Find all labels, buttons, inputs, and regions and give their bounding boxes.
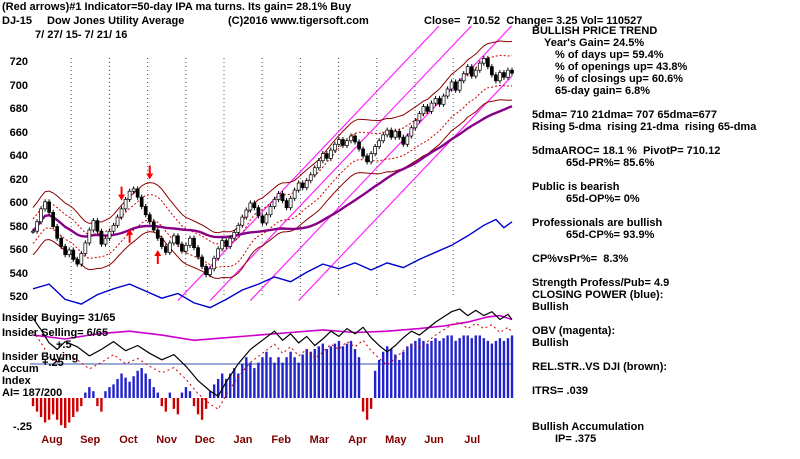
right-panel-line: ITRS= .039 bbox=[532, 385, 588, 397]
month-label: Nov bbox=[156, 434, 177, 446]
grid-label-plus-quarter: +.25 bbox=[42, 357, 64, 369]
price-axis-label: 660 bbox=[9, 126, 28, 139]
right-panel-line bbox=[532, 169, 798, 181]
month-label: Dec bbox=[194, 434, 215, 446]
right-panel-line: OBV (magenta): bbox=[532, 325, 616, 337]
right-panel-line: Rising 5-dma rising 21-dma rising 65-dma bbox=[532, 121, 757, 133]
right-panel-line bbox=[532, 241, 798, 253]
quote-summary: Close= 710.52 Change= 3.25 Vol= 110527 bbox=[424, 15, 643, 27]
right-panel-line: 65d-PR%= 85.6% bbox=[566, 157, 655, 169]
month-label: Jul bbox=[464, 434, 481, 446]
month-label: Apr bbox=[348, 434, 368, 446]
right-panel-line: % of closings up= 60.6% bbox=[555, 73, 684, 85]
month-label: Jan bbox=[233, 434, 253, 446]
right-panel-line: Bullish bbox=[532, 301, 569, 313]
grid-label-minus-quarter: -.25 bbox=[13, 421, 32, 433]
right-panel-line: 65-day gain= 6.8% bbox=[555, 85, 651, 97]
price-axis-label: 720 bbox=[9, 56, 28, 68]
right-panel-line: 65d-OP%= 0% bbox=[566, 193, 640, 205]
rel-str-dotted-ma bbox=[32, 321, 513, 410]
right-panel-line bbox=[532, 373, 798, 385]
month-label: Sep bbox=[80, 434, 101, 446]
copyright-note: (C)2016 www.tigersoft.com bbox=[228, 15, 369, 27]
month-gridlines bbox=[70, 58, 454, 298]
right-panel-line: CP%vsPr%= 8.3% bbox=[532, 253, 629, 265]
insider-selling-label: Insider Selling= 6/65 bbox=[2, 327, 109, 339]
right-panel-line: Year's Gain= 24.5% bbox=[544, 37, 645, 49]
price-axis-label: 580 bbox=[9, 220, 28, 233]
right-panel-line: 65d-CP%= 93.9% bbox=[566, 229, 655, 241]
ai-value-label: AI= 187/200 bbox=[2, 387, 63, 399]
right-panel-line bbox=[532, 397, 798, 409]
price-axis-label: 620 bbox=[9, 173, 28, 186]
price-axis-label: 520 bbox=[9, 291, 28, 303]
price-axis-label: 540 bbox=[9, 267, 28, 280]
right-panel-line bbox=[532, 205, 798, 217]
accum-histogram bbox=[31, 335, 514, 428]
65dma-line bbox=[32, 105, 513, 239]
right-panel-line: Professionals are bullish bbox=[532, 217, 663, 229]
right-panel-line: BULLISH PRICE TREND bbox=[532, 25, 658, 37]
right-panel-line bbox=[532, 313, 798, 325]
ticker-symbol: DJ-15 bbox=[2, 15, 32, 27]
right-panel-line: % of days up= 59.4% bbox=[555, 49, 664, 61]
price-axis-label: 600 bbox=[9, 197, 28, 209]
month-label: Aug bbox=[41, 434, 63, 446]
accum-index-title-1: Insider Buying bbox=[2, 351, 79, 363]
accum-index-title-3: Index bbox=[2, 375, 31, 387]
right-panel-line: Bullish bbox=[532, 337, 569, 349]
right-panel-line: 5dma= 710 21dma= 707 65dma=677 bbox=[532, 109, 717, 121]
price-candles bbox=[31, 55, 514, 278]
price-axis-label: 680 bbox=[9, 103, 28, 115]
right-panel-line bbox=[532, 265, 798, 277]
right-panel-line bbox=[532, 97, 798, 109]
buy-signal-arrow-icon bbox=[154, 250, 162, 264]
price-axis-label: 640 bbox=[9, 150, 28, 162]
closing-power-line bbox=[32, 218, 513, 309]
accum-index-title-2: Accum bbox=[2, 363, 39, 375]
trend-lines bbox=[177, 26, 513, 301]
sell-signal-arrow-icon bbox=[146, 165, 154, 180]
month-label: Jun bbox=[424, 434, 444, 446]
analysis-panel: BULLISH PRICE TREND Year's Gain= 24.5%% o… bbox=[532, 25, 798, 445]
right-panel-line: 5dmaAROC= 18.1 % PivotP= 710.12 bbox=[532, 145, 721, 157]
right-panel-line bbox=[532, 349, 798, 361]
buy-signal-arrow-icon bbox=[126, 228, 134, 243]
price-axis-label: 700 bbox=[9, 79, 28, 92]
right-panel-line bbox=[532, 133, 798, 145]
right-panel-line: Bullish Accumulation bbox=[532, 421, 645, 433]
grid-label-plus-half: +.5 bbox=[56, 339, 72, 351]
instrument-name: Dow Jones Utility Average bbox=[47, 15, 185, 27]
right-panel-line: REL.STR..VS DJI (brown): bbox=[532, 361, 668, 373]
sell-signal-arrow-icon bbox=[118, 186, 126, 201]
rel-str-line bbox=[32, 308, 513, 398]
signal-arrows bbox=[118, 165, 162, 264]
month-label: Oct bbox=[119, 434, 138, 446]
right-panel-line: IP= .375 bbox=[555, 433, 597, 445]
month-label: May bbox=[385, 434, 407, 446]
month-label: Mar bbox=[309, 434, 330, 446]
price-axis-label: 560 bbox=[9, 244, 28, 256]
indicator-banner: (Red arrows)#1 Indicator=50-day IPA ma t… bbox=[2, 1, 352, 13]
month-label: Feb bbox=[271, 434, 291, 446]
right-panel-line: CLOSING POWER (blue): bbox=[532, 289, 664, 301]
right-panel-line: Strength Profess/Pub= 4.9 bbox=[532, 277, 670, 289]
date-range: 7/ 27/ 15- 7/ 21/ 16 bbox=[35, 29, 128, 41]
obv-line bbox=[32, 314, 513, 342]
right-panel-line: % of openings up= 43.8% bbox=[555, 61, 688, 73]
insider-buying-label: Insider Buying= 31/65 bbox=[2, 312, 116, 324]
right-panel-line: Public is bearish bbox=[532, 181, 620, 193]
right-panel-line bbox=[532, 409, 798, 421]
